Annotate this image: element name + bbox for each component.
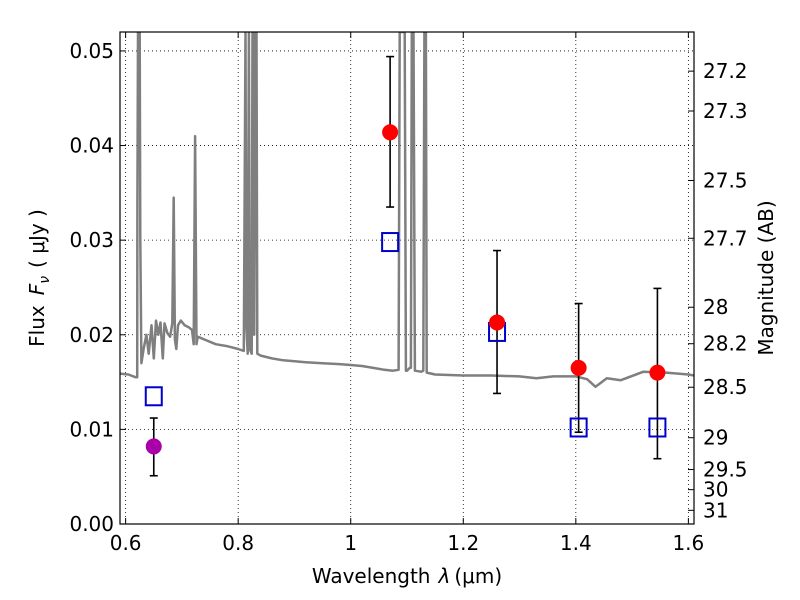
observed-point [489, 314, 506, 331]
observed-point [649, 364, 666, 381]
observed-photometry [145, 124, 666, 455]
model-square [144, 386, 163, 407]
y-tick-label: 0.01 [69, 417, 114, 441]
observed-point [570, 359, 587, 376]
sed-model-line [120, 32, 694, 389]
y-tick-label: 0.04 [69, 134, 114, 158]
mag-tick-label: 30 [703, 478, 728, 502]
model-square [648, 417, 667, 438]
model-square [381, 232, 400, 253]
plot-background [120, 32, 694, 524]
mag-tick-label: 27.5 [703, 168, 748, 192]
model-square [569, 417, 588, 438]
y-tick-label: 0.05 [69, 39, 114, 63]
mag-tick-label: 29 [703, 426, 728, 450]
mag-tick-label: 31 [703, 498, 728, 522]
x-tick-label: 0.8 [222, 531, 254, 555]
plot-frame [119, 31, 695, 525]
mag-tick-label: 27.7 [703, 226, 748, 250]
y-tick-label: 0.03 [69, 228, 114, 252]
mag-tick-label: 28 [703, 295, 728, 319]
x-tick-label: 0.6 [110, 531, 142, 555]
x-tick-label: 1.4 [560, 531, 592, 555]
y-axis-label: FluxFν( μJy ) [25, 209, 53, 347]
x-tick-label: 1.6 [672, 531, 704, 555]
y-tick-label: 0.02 [69, 323, 114, 347]
observed-point [382, 124, 399, 141]
x-tick-label: 1 [344, 531, 357, 555]
mag-tick-label: 28.5 [703, 375, 748, 399]
mag-tick-label: 28.2 [703, 332, 748, 356]
model-photometry [144, 232, 667, 438]
y-tick-label: 0.00 [69, 512, 114, 536]
mag-tick-label: 27.3 [703, 99, 748, 123]
x-tick-label: 1.2 [447, 531, 479, 555]
axis-ticks: 0.6 0.8 1 1.2 1.4 1.6 0.00 0.01 0.02 0.03 0.04 0.05… [69, 32, 748, 555]
mag-tick-label: 27.2 [703, 59, 748, 83]
observed-point [145, 438, 162, 455]
y2-axis-label: Magnitude (AB) [754, 200, 778, 355]
mag-tick-label: 29.5 [703, 458, 748, 482]
x-axis-label: Wavelength λ (μm) [312, 564, 502, 588]
sed-layer [120, 32, 694, 389]
